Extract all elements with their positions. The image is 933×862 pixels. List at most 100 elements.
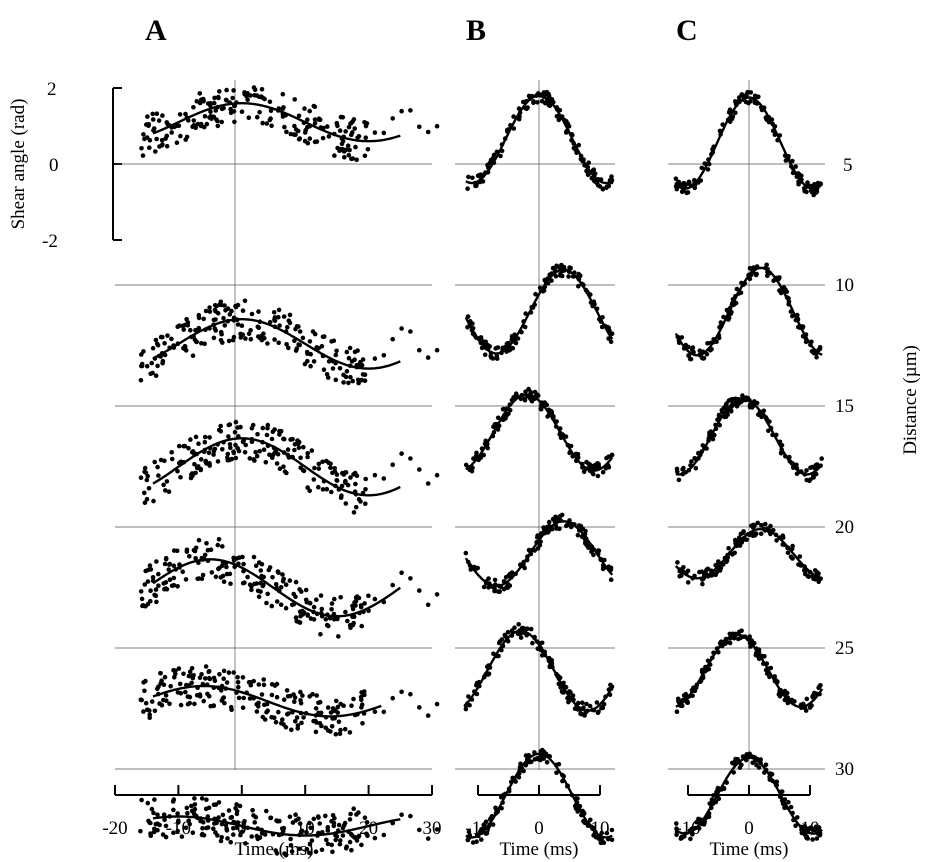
data-point: [280, 91, 286, 97]
data-point: [363, 487, 368, 492]
data-point: [256, 594, 262, 599]
data-point: [202, 341, 207, 347]
data-point: [313, 706, 319, 711]
data-point: [329, 842, 335, 848]
data-point: [343, 846, 349, 851]
data-point: [434, 123, 440, 129]
data-point: [333, 732, 339, 737]
data-point: [353, 595, 359, 600]
data-point: [316, 346, 321, 351]
data-point: [352, 126, 358, 131]
data-point: [470, 175, 475, 181]
data-point: [153, 149, 158, 154]
data-point: [316, 484, 321, 490]
data-point: [188, 475, 194, 481]
data-point: [305, 124, 310, 130]
data-point: [329, 339, 334, 344]
data-point: [280, 114, 286, 119]
x-tick-label: 0: [744, 818, 754, 839]
data-point: [175, 468, 180, 474]
data-point: [692, 456, 697, 461]
data-point: [727, 640, 733, 646]
data-point: [340, 138, 346, 144]
data-point: [217, 89, 222, 94]
data-point: [390, 582, 396, 588]
data-point: [263, 460, 269, 465]
data-point: [196, 537, 202, 543]
data-point: [354, 473, 360, 479]
data-point: [529, 759, 534, 765]
data-point: [336, 719, 342, 725]
data-point: [399, 812, 404, 817]
data-point: [171, 797, 177, 802]
data-point: [589, 175, 595, 181]
data-point: [337, 731, 343, 737]
data-point: [491, 152, 497, 158]
data-point: [296, 816, 301, 821]
distance-tick-label: 10: [835, 275, 854, 296]
data-point: [348, 374, 353, 380]
data-point: [311, 816, 317, 822]
data-point: [425, 836, 431, 841]
data-point: [304, 349, 310, 355]
data-point: [526, 386, 531, 392]
data-point: [481, 452, 487, 458]
data-point: [256, 682, 262, 687]
data-point: [360, 721, 365, 726]
data-point: [293, 719, 298, 724]
data-point: [318, 710, 324, 716]
data-point: [673, 176, 679, 181]
data-point: [175, 828, 180, 834]
data-point: [197, 91, 203, 96]
data-point: [253, 449, 258, 455]
data-point: [215, 123, 221, 129]
data-point: [252, 820, 257, 825]
data-point: [716, 412, 722, 418]
data-point: [755, 94, 760, 100]
data-point: [788, 554, 794, 559]
data-point: [323, 813, 328, 819]
data-point: [324, 622, 330, 628]
data-point: [329, 724, 335, 729]
data-point: [756, 412, 761, 417]
data-point: [399, 326, 404, 331]
data-point: [294, 715, 300, 720]
data-point: [739, 92, 745, 98]
data-point: [390, 116, 396, 121]
data-point: [179, 834, 185, 839]
data-point: [346, 380, 351, 386]
data-point: [350, 622, 356, 628]
fit-curve: [674, 527, 823, 580]
data-point: [399, 689, 404, 695]
data-point: [190, 449, 196, 454]
data-point: [184, 805, 190, 811]
data-point: [467, 703, 472, 708]
data-point: [690, 832, 695, 837]
data-point: [265, 341, 270, 346]
data-point: [591, 167, 597, 172]
data-point: [726, 545, 731, 551]
data-point: [591, 471, 596, 477]
data-point: [372, 709, 378, 714]
data-point: [218, 338, 224, 343]
data-point: [509, 570, 515, 575]
data-point: [497, 589, 503, 594]
data-point: [191, 123, 197, 128]
data-point: [408, 813, 413, 819]
data-point: [141, 349, 146, 354]
data-point: [163, 823, 169, 829]
data-point: [349, 703, 354, 708]
data-point: [193, 556, 198, 561]
data-point: [207, 435, 212, 440]
data-point: [301, 444, 306, 450]
data-point: [218, 838, 224, 844]
data-point: [177, 681, 183, 687]
data-point: [240, 580, 246, 586]
data-point: [372, 596, 378, 602]
data-point: [609, 827, 615, 833]
data-point: [175, 811, 180, 816]
data-point: [325, 825, 331, 830]
data-point: [268, 815, 274, 821]
data-point: [328, 729, 333, 734]
